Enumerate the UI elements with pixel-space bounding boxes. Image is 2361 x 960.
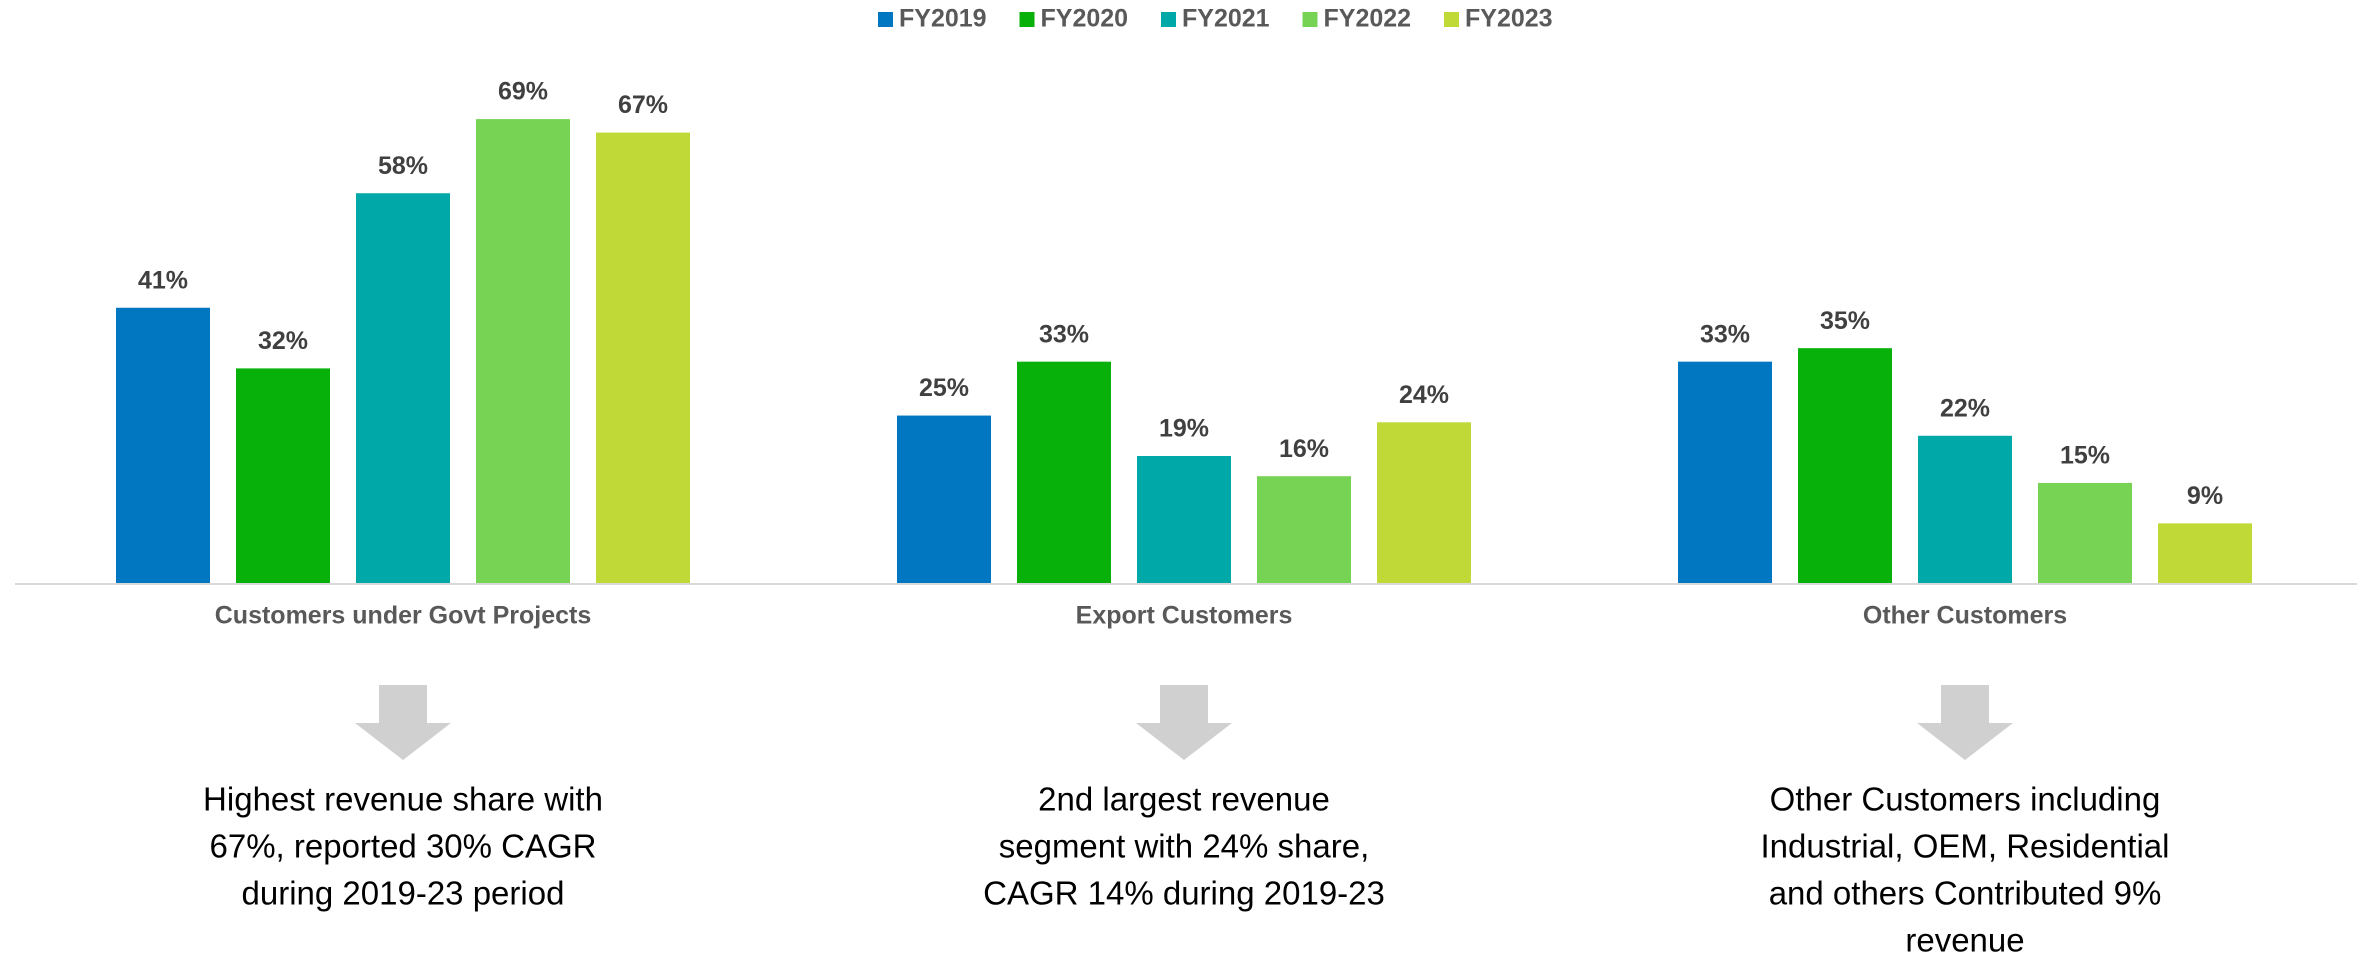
legend-text: FY2021: [1182, 5, 1270, 33]
legend-swatch: [1161, 12, 1176, 27]
legend-swatch: [878, 12, 893, 27]
value-label: 41%: [138, 266, 188, 294]
value-label: 35%: [1820, 307, 1870, 335]
annotation-line: Industrial, OEM, Residential: [1760, 828, 2169, 865]
annotation-line: during 2019-23 period: [242, 875, 565, 912]
category-label: Other Customers: [1863, 602, 2067, 630]
value-label: 58%: [378, 152, 428, 180]
down-arrow: [1917, 685, 2013, 760]
annotation-line: 2nd largest revenue: [1038, 781, 1330, 818]
bar: [116, 307, 210, 584]
value-label: 67%: [618, 91, 668, 119]
legend-text: FY2019: [899, 5, 987, 33]
bar: [1678, 361, 1772, 584]
value-label: 22%: [1940, 394, 1990, 422]
category-label: Export Customers: [1076, 602, 1293, 630]
annotation-line: revenue: [1905, 922, 2024, 959]
bar: [596, 132, 690, 584]
bar: [1137, 455, 1231, 584]
value-label: 33%: [1700, 320, 1750, 348]
legend-swatch: [1019, 12, 1035, 27]
bar: [1377, 422, 1471, 584]
value-label: 33%: [1039, 320, 1089, 348]
value-label: 9%: [2187, 482, 2223, 510]
bar: [1017, 361, 1111, 584]
bar: [1918, 435, 2012, 584]
annotation-line: and others Contributed 9%: [1769, 875, 2162, 912]
bar: [2038, 482, 2132, 584]
value-label: 15%: [2060, 442, 2110, 470]
value-label: 69%: [498, 78, 548, 106]
legend-swatch: [1302, 12, 1318, 27]
annotation-line: segment with 24% share,: [999, 828, 1370, 865]
value-label: 16%: [1279, 435, 1329, 463]
value-label: 32%: [258, 327, 308, 355]
bar: [476, 119, 570, 585]
value-label: 19%: [1159, 415, 1209, 443]
value-label: 25%: [919, 374, 969, 402]
bar: [236, 368, 330, 584]
annotation-line: 67%, reported 30% CAGR: [209, 828, 596, 865]
bar: [897, 415, 991, 584]
annotation-line: CAGR 14% during 2019-23: [983, 875, 1385, 912]
value-label: 24%: [1399, 381, 1449, 409]
legend-text: FY2020: [1041, 5, 1129, 33]
bar: [2158, 523, 2252, 584]
legend-text: FY2022: [1324, 5, 1412, 33]
legend-text: FY2023: [1465, 5, 1553, 33]
bar: [356, 193, 450, 584]
legend-swatch: [1444, 12, 1459, 27]
annotation-line: Highest revenue share with: [203, 781, 603, 818]
category-label: Customers under Govt Projects: [215, 602, 591, 630]
down-arrow: [355, 685, 451, 760]
bar: [1798, 348, 1892, 584]
annotation-line: Other Customers including: [1770, 781, 2161, 818]
bar: [1257, 476, 1351, 584]
down-arrow: [1136, 685, 1232, 760]
